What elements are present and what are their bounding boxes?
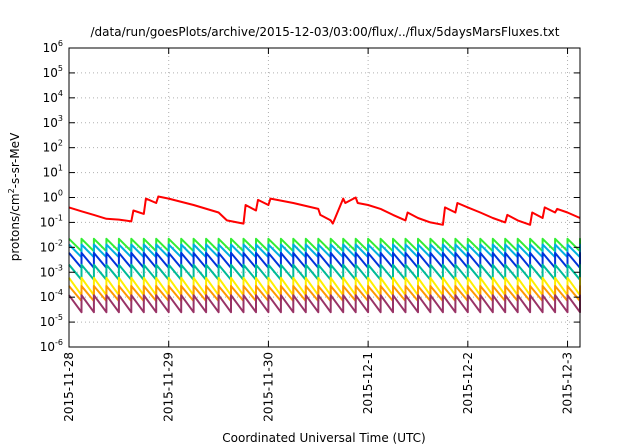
chart-title: /data/run/goesPlots/archive/2015-12-03/0…: [91, 25, 560, 39]
y-tick-exponent: 6: [58, 39, 63, 48]
y-tick-base: 10: [43, 66, 58, 80]
y-tick-exponent: 5: [58, 64, 63, 73]
y-tick-base: 10: [43, 116, 58, 130]
y-tick-label: 104: [43, 89, 63, 105]
y-tick-base: 10: [43, 91, 58, 105]
y-tick-base: 10: [43, 141, 58, 155]
y-axis-label: protons/cm2-s-sr-MeV: [7, 132, 22, 261]
y-tick-base: 10: [43, 166, 58, 180]
y-tick-exponent: 2: [58, 139, 63, 148]
y-tick-label: 105: [43, 64, 63, 80]
y-tick-base: 10: [40, 340, 55, 354]
series-group: [68, 195, 581, 314]
y-tick-exponent: 4: [58, 89, 63, 98]
y-tick-exponent: 3: [58, 114, 63, 123]
y-tick-label: 101: [43, 164, 63, 180]
y-tick-label: 10-5: [40, 313, 63, 329]
x-tick-label: 2015-11-28: [62, 352, 76, 422]
x-tick-label: 2015-12-3: [561, 352, 575, 414]
series-line-8: [68, 294, 581, 314]
y-axis-label-tail: -s-sr-MeV: [8, 132, 22, 188]
y-tick-label: 103: [43, 114, 63, 130]
y-tick-label: 102: [43, 139, 63, 155]
y-tick-label: 10-1: [40, 213, 63, 229]
y-tick-label: 10-6: [40, 338, 63, 354]
y-tick-base: 10: [43, 191, 58, 205]
y-tick-label: 10-2: [40, 238, 63, 254]
x-tick-label: 2015-11-29: [162, 352, 176, 422]
y-tick-exponent: -1: [55, 213, 63, 222]
x-tick-label: 2015-11-30: [261, 352, 275, 422]
y-tick-base: 10: [40, 315, 55, 329]
y-tick-exponent: -6: [55, 338, 63, 347]
y-axis-label-main: protons/cm: [8, 193, 22, 261]
y-tick-base: 10: [40, 240, 55, 254]
x-axis-label: Coordinated Universal Time (UTC): [222, 431, 425, 445]
x-axis-ticks: 2015-11-28 2015-11-29 2015-11-30 2015-12-1 2…: [62, 48, 575, 422]
y-tick-label: 100: [43, 189, 63, 205]
y-tick-label: 10-3: [40, 263, 63, 279]
y-tick-label: 10-4: [40, 288, 63, 304]
y-tick-exponent: 1: [58, 164, 63, 173]
y-tick-base: 10: [43, 41, 58, 55]
y-axis-ticks: 10-610-510-410-310-210-11001011021031041…: [40, 39, 580, 354]
x-tick-label: 2015-12-2: [461, 352, 475, 414]
y-tick-exponent: 0: [58, 189, 63, 198]
y-tick-exponent: -3: [55, 263, 63, 272]
y-axis-label-sup: 2: [7, 188, 16, 193]
y-tick-exponent: -2: [55, 238, 63, 247]
y-tick-base: 10: [40, 265, 55, 279]
series-line-1: [68, 195, 581, 226]
y-tick-exponent: -5: [55, 313, 63, 322]
y-tick-label: 106: [43, 39, 63, 55]
y-tick-base: 10: [40, 290, 55, 304]
y-tick-base: 10: [40, 215, 55, 229]
x-tick-label: 2015-12-1: [361, 352, 375, 414]
y-tick-exponent: -4: [55, 288, 63, 297]
